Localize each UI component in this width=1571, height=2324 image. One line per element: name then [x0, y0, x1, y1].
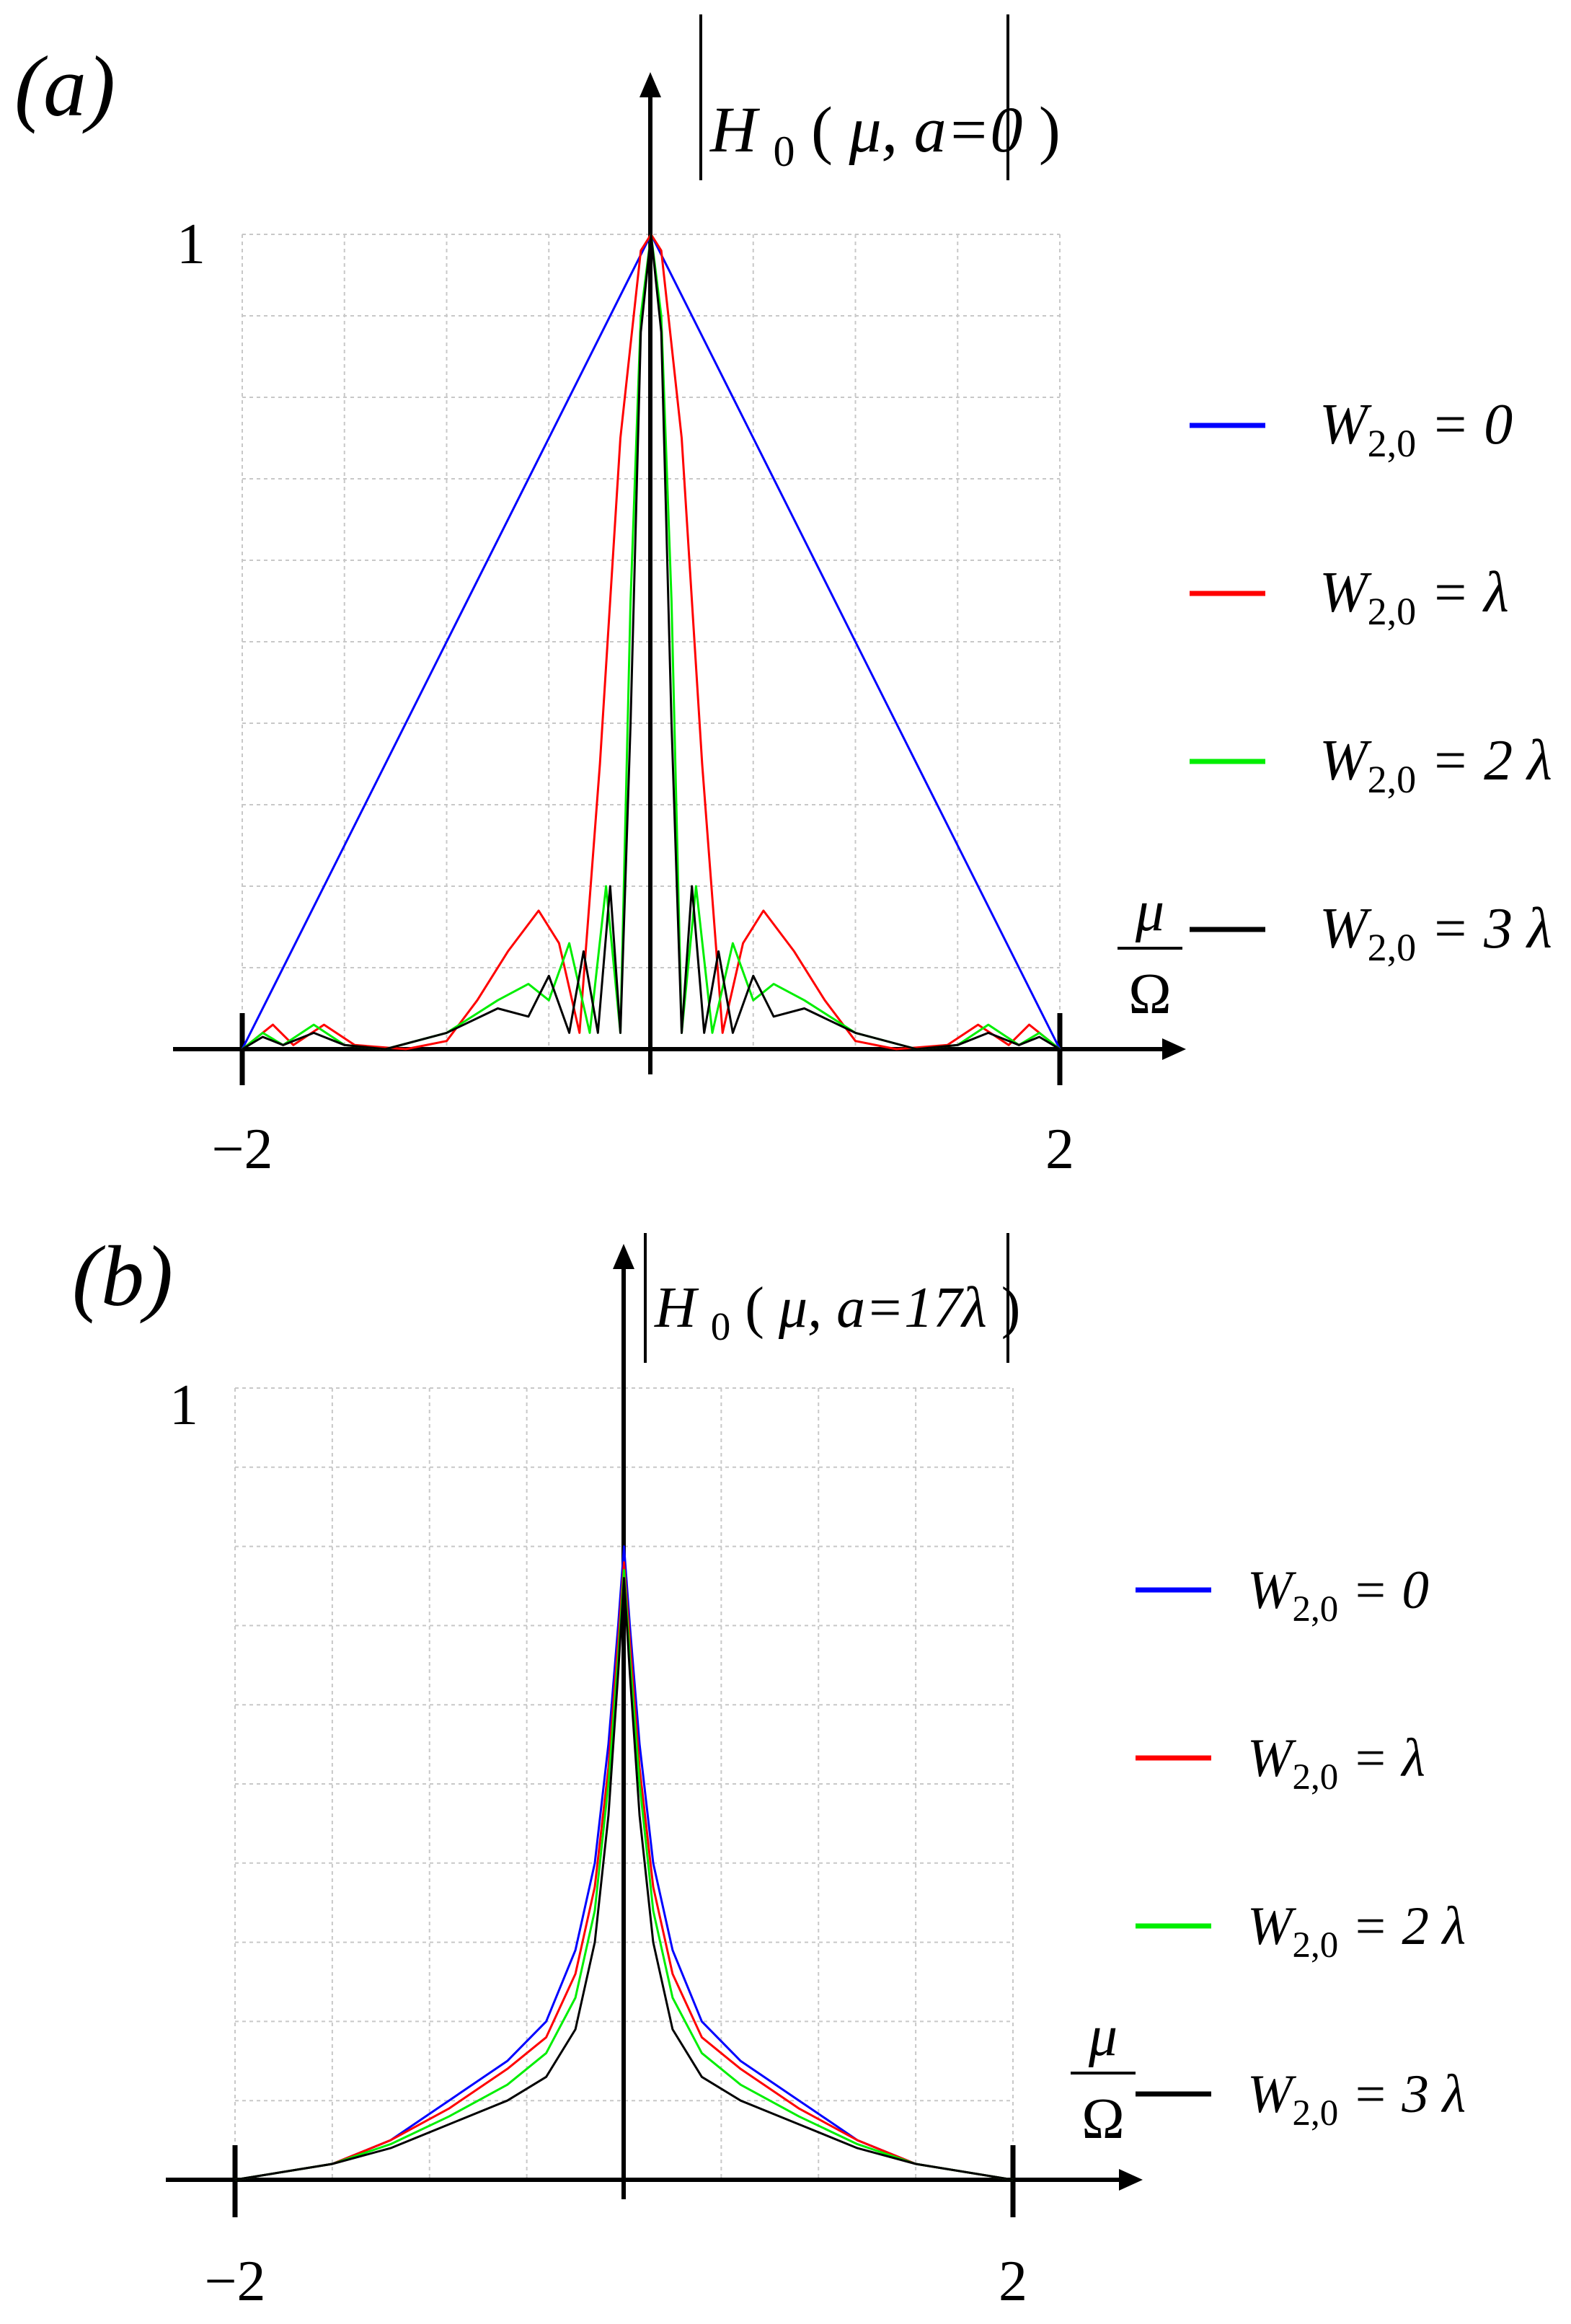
panel-b-x-axis-label: μ Ω	[1071, 2005, 1136, 2151]
panel-a: (a) 1 −2 2 H 0 ( μ, a=0 ) μ Ω	[14, 14, 1552, 1181]
panel-a-x-tick-label-left: −2	[211, 1118, 273, 1181]
panel-b-y-axis-label: H 0 ( μ, a=17λ )	[644, 1233, 1020, 1363]
panel-b-label: (b)	[72, 1228, 173, 1324]
panel-a-xlabel-den: Ω	[1128, 963, 1171, 1026]
panel-b-xlabel-num: μ	[1088, 2005, 1118, 2068]
panel-a-y-axis-arrow	[640, 72, 661, 97]
panel-a-legend-item-2: W2,0 = 2 λ	[1190, 729, 1552, 801]
panel-b-legend-item-1: W2,0 = λ	[1136, 1728, 1425, 1798]
panel-a-legend-item-3: W2,0 = 3 λ	[1190, 897, 1552, 969]
panel-a-series-line-3	[242, 233, 1061, 1051]
panel-b-y-tick-1: 1	[169, 1374, 198, 1437]
panel-b-y-axis-arrow	[613, 1244, 634, 1269]
panel-a-legend-label-0: W2,0 = 0	[1319, 393, 1513, 465]
panel-a-legend: W2,0 = 0 W2,0 = λ W2,0 = 2 λ W2,0 = 3 λ	[1190, 393, 1552, 969]
panel-b-legend-label-0: W2,0 = 0	[1247, 1560, 1429, 1630]
svg-text:H 0 (: H 0 ( μ, a=0 )	[709, 94, 1061, 180]
panel-a-legend-item-1: W2,0 = λ	[1190, 561, 1509, 633]
panel-b-legend-item-3: W2,0 = 3 λ	[1136, 2064, 1466, 2134]
svg-text:H 0 (: H 0 ( μ, a=17λ )	[654, 1276, 1020, 1353]
panel-b-x-axis-arrow	[1119, 2169, 1143, 2191]
panel-b-series-line-2	[234, 1569, 1014, 2181]
panel-a-label: (a)	[14, 38, 115, 134]
panel-a-x-axis-label: μ Ω	[1118, 880, 1182, 1026]
panel-b-legend-label-3: W2,0 = 3 λ	[1247, 2064, 1466, 2134]
panel-b-x-tick-label-left: −2	[204, 2250, 265, 2313]
panel-b-ylabel-sub: 0	[711, 1304, 731, 1348]
panel-a-ylabel-sub: 0	[774, 128, 795, 175]
panel-b-legend-label-1: W2,0 = λ	[1247, 1728, 1425, 1798]
panel-a-legend-label-1: W2,0 = λ	[1319, 561, 1509, 633]
panel-b-series-line-3	[234, 1577, 1014, 2181]
panel-b-xlabel-den: Ω	[1081, 2087, 1124, 2151]
panel-a-legend-label-3: W2,0 = 3 λ	[1319, 897, 1552, 969]
panel-b-series	[234, 1545, 1014, 2181]
panel-b-series-line-1	[234, 1561, 1014, 2181]
panel-a-y-tick-1: 1	[177, 213, 205, 276]
panel-a-xlabel-num: μ	[1135, 880, 1164, 943]
panel-a-ylabel-args: μ, a=0	[848, 94, 1022, 166]
panel-b-legend: W2,0 = 0 W2,0 = λ W2,0 = 2 λ W2,0 = 3 λ	[1136, 1560, 1466, 2134]
panel-a-grid	[242, 234, 1061, 1050]
panel-a-legend-item-0: W2,0 = 0	[1190, 393, 1513, 465]
panel-b-legend-item-2: W2,0 = 2 λ	[1136, 1896, 1466, 1966]
panel-b-legend-label-2: W2,0 = 2 λ	[1247, 1896, 1466, 1966]
panel-b-x-tick-label-right: 2	[999, 2250, 1027, 2313]
panel-b-series-line-0	[234, 1545, 1014, 2181]
panel-a-x-tick-label-right: 2	[1045, 1118, 1074, 1181]
panel-b: (b) 1 −2 2 H 0 ( μ, a=17λ ) μ Ω	[72, 1228, 1466, 2313]
panel-b-ylabel-h: H	[654, 1276, 699, 1340]
panel-a-legend-label-2: W2,0 = 2 λ	[1319, 729, 1552, 801]
panel-a-series	[241, 233, 1061, 1051]
panel-b-ylabel-args: μ, a=17λ	[778, 1276, 987, 1340]
panel-a-y-axis-label: H 0 ( μ, a=0 )	[699, 14, 1061, 180]
panel-a-ylabel-h: H	[709, 94, 761, 166]
panel-a-x-axis-arrow	[1162, 1038, 1186, 1060]
panel-b-legend-item-0: W2,0 = 0	[1136, 1560, 1429, 1630]
